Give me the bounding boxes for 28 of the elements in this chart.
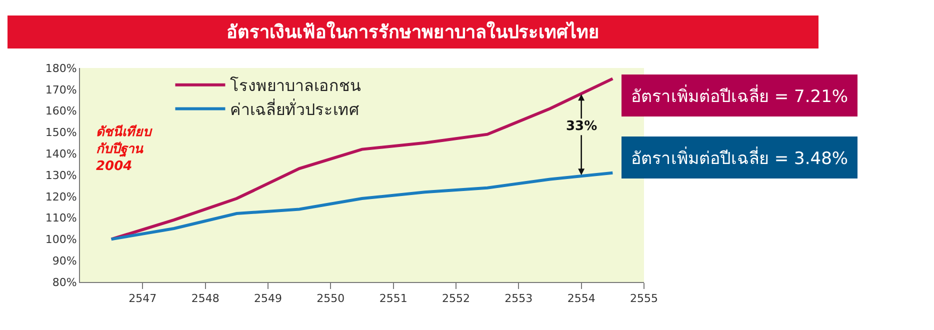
y-tick-label: 110% [45, 212, 77, 225]
x-tick-label: 2550 [316, 292, 345, 306]
y-tick-label: 120% [45, 190, 77, 204]
y-tick-label: 130% [45, 168, 77, 182]
annotation: อัตราเพิ่มต่อปีเฉลี่ย = 3.48% [631, 146, 848, 169]
annotation: ดัชนีเทียบ กับปีฐาน 2004 [96, 124, 153, 174]
x-tick-label: 2549 [254, 292, 282, 306]
legend-label: ค่าเฉลี่ยทั่วประเทศ [230, 98, 360, 119]
x-tick-label: 2554 [567, 292, 596, 306]
y-tick-label: 80% [52, 276, 77, 289]
chart-title: อัตราเงินเฟ้อในการรักษาพยาบาลในประเทศไทย [226, 21, 600, 43]
x-tick-label: 2553 [504, 292, 533, 306]
y-tick-label: 140% [45, 147, 77, 160]
annotation: อัตราเพิ่มต่อปีเฉลี่ย = 7.21% [631, 84, 848, 107]
y-tick-label: 180% [45, 62, 77, 75]
y-tick-label: 90% [52, 254, 77, 268]
x-tick-label: 2551 [379, 292, 408, 306]
annotation: 33% [566, 119, 598, 134]
x-tick-label: 2555 [630, 292, 658, 306]
y-tick-label: 150% [45, 126, 77, 140]
y-tick-label: 100% [45, 233, 77, 246]
legend-label: โรงพยาบาลเอกชน [230, 76, 362, 96]
line-series [110, 171, 614, 241]
y-tick-label: 160% [45, 104, 77, 118]
x-tick-label: 2552 [442, 292, 470, 306]
y-tick-label: 170% [45, 83, 77, 96]
x-tick-label: 2547 [128, 292, 157, 306]
x-tick-label: 2548 [191, 292, 220, 306]
